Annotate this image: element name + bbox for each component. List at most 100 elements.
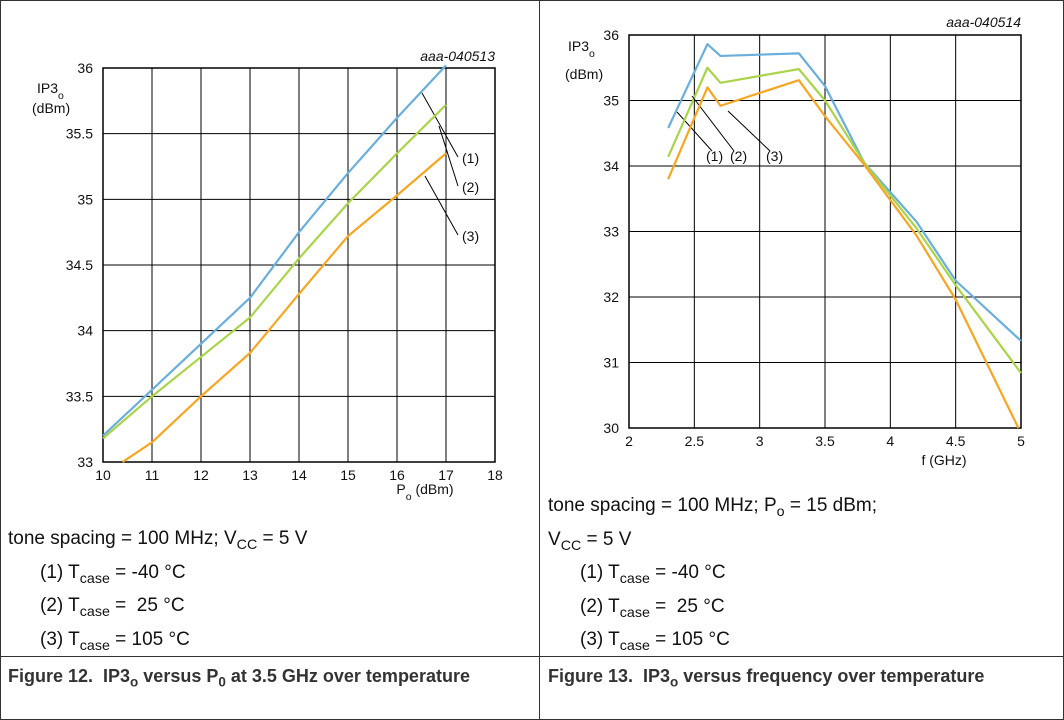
subscript: o [130, 674, 139, 690]
y-tick-label: 36 [603, 27, 619, 43]
x-tick-label: 17 [438, 467, 454, 483]
y-tick-label: 34.5 [66, 257, 93, 273]
subscript: o [670, 674, 679, 690]
notes: tone spacing = 100 MHz; Po = 15 dBm; VCC … [548, 489, 877, 657]
series-line [121, 152, 447, 463]
text-part: = 15 dBm; [784, 495, 878, 516]
series-label: (3) [766, 148, 783, 164]
x-tick-label: 15 [340, 467, 356, 483]
condition-line: VCC = 5 V [548, 523, 877, 557]
subscript: o [406, 491, 412, 503]
y-tick-label: 35 [603, 93, 619, 109]
x-tick-label: 13 [242, 467, 258, 483]
caption-rule [0, 656, 1064, 657]
legend-entry: (3) Tcase = 105 °C [8, 623, 307, 657]
leader-line [676, 111, 713, 152]
x-tick-label: 3.5 [815, 433, 835, 449]
chart-id: aaa-040513 [420, 48, 495, 64]
y-tick-label: 34 [77, 323, 93, 339]
legend-entry: (3) Tcase = 105 °C [548, 623, 877, 657]
text-part: = 5 V [581, 528, 632, 550]
text-part: IP3 [37, 80, 58, 96]
notes: tone spacing = 100 MHz; VCC = 5 V (1) Tca… [8, 522, 307, 656]
x-tick-label: 16 [389, 467, 405, 483]
legend-entry: (1) Tcase = -40 °C [8, 556, 307, 590]
y-tick-label: 32 [603, 289, 619, 305]
subscript: case [619, 570, 650, 587]
y-tick-label: 33 [77, 454, 93, 470]
text-part: Figure 12. IP3 [8, 666, 131, 686]
x-axis-label: f (GHz) [921, 452, 966, 468]
series-line [667, 79, 1020, 429]
y-tick-label: 35 [77, 191, 93, 207]
x-tick-label: 4 [886, 433, 894, 449]
y-tick-label: 34 [603, 158, 619, 174]
y-axis-label: IP3o [568, 38, 595, 60]
text-part: (dBm) [565, 66, 603, 82]
y-axis-label: (dBm) [565, 66, 603, 82]
series-label: (2) [462, 179, 479, 195]
text-part: tone spacing = 100 MHz; P [548, 495, 777, 516]
text-part: (1) T [40, 561, 80, 583]
subscript: CC [236, 536, 258, 553]
leader-line [421, 92, 459, 158]
y-axis-label: (dBm) [32, 100, 70, 116]
subscript: case [619, 637, 650, 654]
text-part: tone spacing = 100 MHz; V [8, 528, 237, 549]
text-part: versus frequency over temperature [678, 666, 985, 686]
text-part: f (GHz) [921, 452, 966, 468]
y-tick-label: 35.5 [66, 126, 93, 142]
text-part: (dBm) [32, 100, 70, 116]
text-part: = -40 °C [109, 561, 186, 583]
subscript: case [79, 603, 110, 620]
text-part: = 105 °C [109, 628, 190, 650]
text-part: V [548, 528, 561, 550]
y-tick-label: 36 [77, 60, 93, 76]
text-part: = 105 °C [649, 629, 730, 650]
legend-entry: (1) Tcase = -40 °C [548, 556, 877, 590]
leader-line [727, 110, 771, 152]
text-part: P [396, 481, 405, 497]
series-label: (1) [462, 150, 479, 166]
y-tick-label: 33.5 [66, 388, 93, 404]
text-part: (3) T [580, 629, 620, 650]
x-tick-label: 3 [756, 433, 764, 449]
subscript: case [79, 570, 110, 587]
condition-line: tone spacing = 100 MHz; VCC = 5 V [8, 522, 307, 556]
series-line [102, 64, 447, 437]
y-tick-label: 33 [603, 224, 619, 240]
legend-entry: (2) Tcase = 25 °C [548, 590, 877, 624]
text-part: = 25 °C [109, 595, 185, 616]
x-tick-label: 11 [145, 467, 160, 483]
text-part: versus P [138, 666, 219, 686]
y-tick-label: 31 [603, 355, 619, 371]
figure-panel: 30 31 32 33 34 35 36 2 2.5 3 3.5 4 4.5 5 (1) (2) (3) aaa-… [540, 0, 1063, 720]
plot-frame [102, 67, 496, 463]
leader-line [424, 175, 459, 236]
text-part: = -40 °C [649, 562, 726, 583]
x-tick-label: 5 [1017, 433, 1025, 449]
text-part: = 5 V [257, 528, 308, 549]
chart: 33 33.5 34 34.5 35 35.5 36 10 11 12 13 14 15 16 17 18 (1… [32, 48, 503, 503]
x-tick-label: 4.5 [946, 433, 966, 449]
condition-line: tone spacing = 100 MHz; Po = 15 dBm; [548, 489, 877, 523]
plot-frame [628, 34, 1022, 429]
subscript: o [776, 503, 785, 520]
frame [0, 0, 1064, 1]
y-tick-label: 30 [603, 420, 619, 436]
text-part: IP3 [568, 38, 589, 54]
series-label: (3) [462, 228, 479, 244]
legend-entry: (2) Tcase = 25 °C [8, 589, 307, 623]
x-tick-label: 12 [193, 467, 209, 483]
x-tick-label: 10 [95, 467, 111, 483]
y-axis-label: IP3o [37, 80, 64, 102]
text-part: = 25 °C [649, 595, 725, 617]
text-part: (3) T [40, 628, 80, 650]
chart: 30 31 32 33 34 35 36 2 2.5 3 3.5 4 4.5 5 (1) (2) (3) aaa-… [565, 14, 1025, 468]
x-tick-label: 14 [291, 467, 307, 483]
text-part: (2) T [40, 595, 80, 616]
chart-id: aaa-040514 [946, 14, 1021, 30]
series-label: (1) [706, 148, 723, 164]
subscript: o [589, 48, 595, 60]
leader-line [438, 125, 459, 187]
